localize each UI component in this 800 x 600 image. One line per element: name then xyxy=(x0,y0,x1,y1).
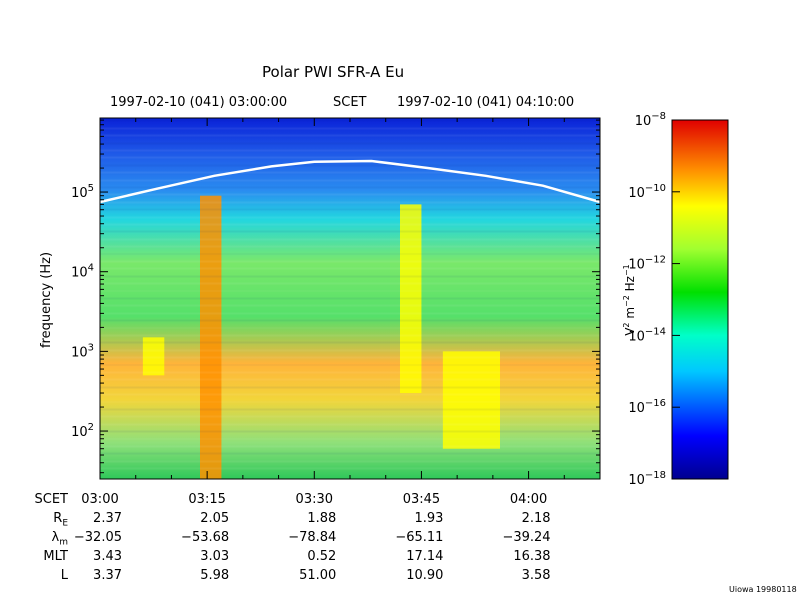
ephemeris-value: −65.11 xyxy=(395,530,444,545)
x-tick-label: 03:45 xyxy=(403,492,440,507)
x-tick-label: 03:00 xyxy=(81,492,118,507)
colorbar-tick-label: 10−8 xyxy=(635,111,666,129)
ephemeris-value: 2.05 xyxy=(200,511,230,526)
ephemeris-value: −39.24 xyxy=(502,530,551,545)
ephemeris-row-label: RE xyxy=(53,511,68,529)
y-tick-label: 103 xyxy=(71,342,94,360)
ephemeris-row-label: SCET xyxy=(34,492,68,507)
ephemeris-row-label: L xyxy=(60,568,68,583)
colorbar-tick-label: 10−12 xyxy=(628,255,666,273)
overlay-line xyxy=(99,159,601,204)
x-tick-label: 03:15 xyxy=(188,492,225,507)
y-axis-label: frequency (Hz) xyxy=(39,252,54,348)
ephemeris-value: 16.38 xyxy=(513,549,551,564)
colorbar-tick-label: 10−18 xyxy=(628,470,666,488)
x-tick-label: 04:00 xyxy=(510,492,547,507)
chart-title: Polar PWI SFR-A Eu xyxy=(262,63,405,81)
ephemeris-value: −32.05 xyxy=(73,530,122,545)
ephemeris-value: 17.14 xyxy=(406,549,444,564)
ephemeris-value: 1.93 xyxy=(414,511,444,526)
spectrogram-feature xyxy=(142,337,165,376)
colorbar-tick-label: 10−14 xyxy=(628,326,666,344)
ephemeris-value: 5.98 xyxy=(200,568,230,583)
colorbar-label: V2 m−2 Hz−1 xyxy=(622,264,637,336)
spectrogram-feature xyxy=(400,204,422,394)
ephemeris-value: −53.68 xyxy=(181,530,230,545)
ephemeris-row-label: MLT xyxy=(43,549,68,564)
footer-credit: Uiowa 19980118 xyxy=(729,585,797,594)
ephemeris-value: 3.03 xyxy=(200,549,230,564)
header-scet: SCET xyxy=(333,95,367,110)
colorbar-tick-label: 10−16 xyxy=(628,398,666,416)
y-tick-label: 105 xyxy=(71,183,94,201)
ephemeris-value: −78.84 xyxy=(288,530,337,545)
ephemeris-value: 2.18 xyxy=(521,511,551,526)
header-end-time: 1997-02-10 (041) 04:10:00 xyxy=(397,95,575,110)
ephemeris-value: 3.58 xyxy=(521,568,551,583)
colorbar xyxy=(671,119,729,480)
ephemeris-value: 3.43 xyxy=(93,549,122,564)
ephemeris-value: 2.37 xyxy=(93,511,122,526)
ephemeris-value: 51.00 xyxy=(299,568,337,583)
ephemeris-value: 0.52 xyxy=(307,549,337,564)
colorbar-tick-label: 10−10 xyxy=(628,183,666,201)
x-tick-label: 03:30 xyxy=(296,492,333,507)
spectrogram-feature xyxy=(200,195,222,479)
ephemeris-value: 1.88 xyxy=(307,511,337,526)
header-start-time: 1997-02-10 (041) 03:00:00 xyxy=(110,95,288,110)
ephemeris-row-label: λm xyxy=(51,530,68,548)
spectrogram-feature xyxy=(442,351,500,449)
y-tick-label: 102 xyxy=(71,422,94,440)
ephemeris-value: 10.90 xyxy=(406,568,444,583)
spectrogram-background xyxy=(100,118,600,479)
y-tick-label: 104 xyxy=(71,263,94,281)
ephemeris-value: 3.37 xyxy=(93,568,122,583)
